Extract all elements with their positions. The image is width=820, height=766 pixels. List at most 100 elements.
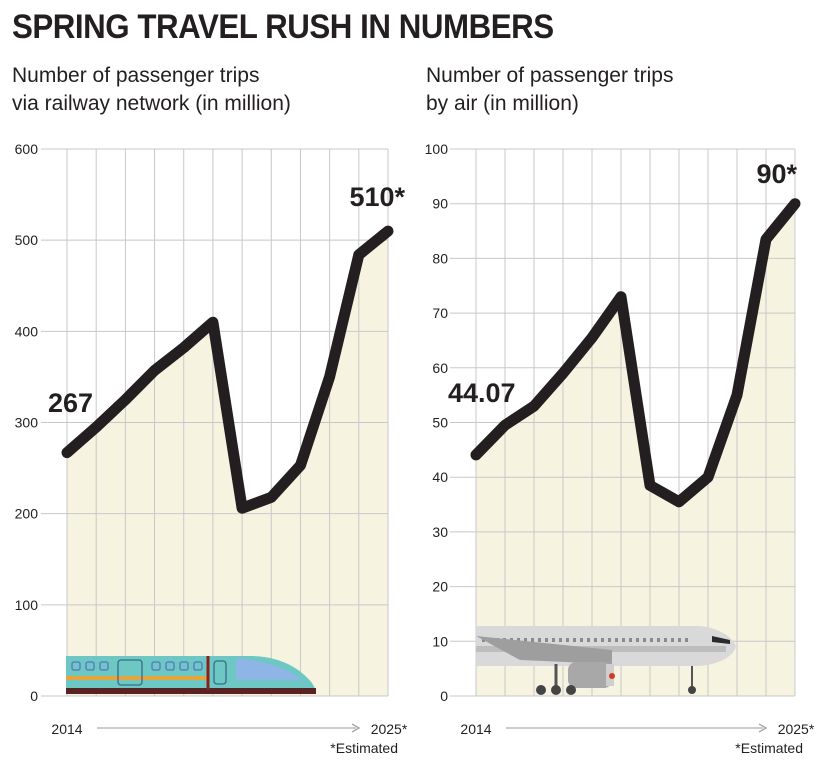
air-data-point (590, 335, 594, 340)
rail-x-end-label: 2025* (371, 721, 408, 737)
airplane-icon (476, 626, 736, 695)
train-windshield (236, 658, 302, 680)
plane-window (594, 638, 597, 642)
train-stripe (66, 676, 208, 680)
air-data-point (764, 237, 768, 242)
plane-window (552, 638, 555, 642)
rail-y-tick-label: 400 (15, 323, 39, 339)
rail-data-point (123, 397, 128, 402)
air-footnote: *Estimated (735, 740, 803, 756)
rail-end-value-label: 510* (349, 182, 405, 212)
train-window (99, 661, 109, 671)
air-data-point (677, 499, 681, 504)
rail-data-point (327, 374, 332, 379)
rail-y-tick-label: 300 (15, 415, 39, 431)
plane-window (664, 638, 667, 642)
air-y-tick-label: 10 (432, 633, 448, 649)
plane-window (517, 638, 520, 642)
train-window (165, 661, 175, 671)
rail-data-point (356, 252, 361, 257)
air-subtitle-line: by air (in million) (426, 92, 579, 115)
air-y-tick-label: 20 (432, 579, 448, 595)
rail-y-tick-label: 600 (15, 141, 39, 157)
train-underframe (66, 688, 316, 694)
rail-subtitle-line: via railway network (in million) (12, 92, 291, 115)
air-data-point (706, 475, 710, 480)
rail-y-tick-label: 100 (15, 597, 39, 613)
train-icon (66, 656, 316, 694)
rail-arrow-head-icon (351, 723, 361, 733)
plane-window (559, 638, 562, 642)
air-y-tick-label: 60 (432, 360, 448, 376)
plane-engine (568, 662, 612, 688)
page-title: SPRING TRAVEL RUSH IN NUMBERS (12, 8, 554, 46)
air-y-tick-label: 0 (440, 688, 448, 704)
plane-window (580, 638, 583, 642)
plane-window (524, 638, 527, 642)
plane-light (609, 673, 615, 679)
air-y-tick-label: 40 (432, 469, 448, 485)
plane-wing (476, 636, 612, 664)
plane-window (636, 638, 639, 642)
plane-window (615, 638, 618, 642)
air-start-value-label: 44.07 (448, 378, 516, 408)
air-data-point (648, 483, 652, 488)
air-x-start-label: 2014 (460, 721, 491, 737)
rail-footnote: *Estimated (330, 740, 398, 756)
rail-data-point (269, 495, 274, 500)
rail-start-value-label: 267 (48, 388, 93, 418)
air-series-line (470, 198, 801, 508)
air-chart-subtitle: Number of passenger trips by air (in mil… (426, 62, 806, 118)
plane-window (678, 638, 681, 642)
train-window (193, 661, 203, 671)
rail-data-point (181, 345, 186, 350)
air-chart: 0 10 20 30 40 50 60 70 80 90 100 44.07 90* 2014 2025* *… (425, 141, 815, 756)
plane-wheel (566, 685, 576, 695)
plane-window (531, 638, 534, 642)
air-y-tick-label: 70 (432, 305, 448, 321)
train-window (179, 661, 189, 671)
air-y-tick-label: 100 (425, 141, 449, 157)
plane-window (587, 638, 590, 642)
train-door (117, 659, 143, 686)
plane-window (538, 638, 541, 642)
rail-data-point (298, 463, 303, 468)
rail-subtitle-line: Number of passenger trips (12, 64, 260, 87)
air-area-fill (476, 203, 795, 696)
air-data-point (503, 423, 507, 428)
rail-chart: 0 100 200 300 400 500 600 267 510* 2014 2025* *Esti… (15, 141, 408, 756)
train-door (213, 660, 227, 685)
rail-data-point (210, 320, 215, 325)
plane-window (622, 638, 625, 642)
rail-x-start-label: 2014 (51, 721, 82, 737)
plane-window (566, 638, 569, 642)
air-y-tick-label: 80 (432, 250, 448, 266)
air-data-point (561, 371, 565, 376)
plane-wheel (688, 686, 696, 694)
rail-area-fill (67, 231, 388, 696)
air-data-point (793, 201, 797, 206)
plane-wheel (536, 685, 546, 695)
train-window (71, 661, 81, 671)
rail-y-tick-label: 0 (30, 688, 38, 704)
rail-data-point (386, 229, 390, 234)
plane-window (657, 638, 660, 642)
train-window (151, 661, 161, 671)
plane-window (629, 638, 632, 642)
air-y-tick-label: 90 (432, 196, 448, 212)
air-data-point (474, 452, 478, 457)
air-data-point (619, 294, 623, 299)
plane-window (608, 638, 611, 642)
plane-window (601, 638, 604, 642)
rail-data-point (152, 368, 157, 373)
plane-window (685, 638, 688, 642)
plane-window (545, 638, 548, 642)
plane-cockpit-window (712, 636, 730, 644)
air-y-tick-label: 30 (432, 524, 448, 540)
plane-wheel (551, 685, 561, 695)
rail-y-tick-label: 200 (15, 506, 39, 522)
plane-window (573, 638, 576, 642)
air-data-point (532, 404, 536, 409)
rail-y-tick-label: 500 (15, 232, 39, 248)
